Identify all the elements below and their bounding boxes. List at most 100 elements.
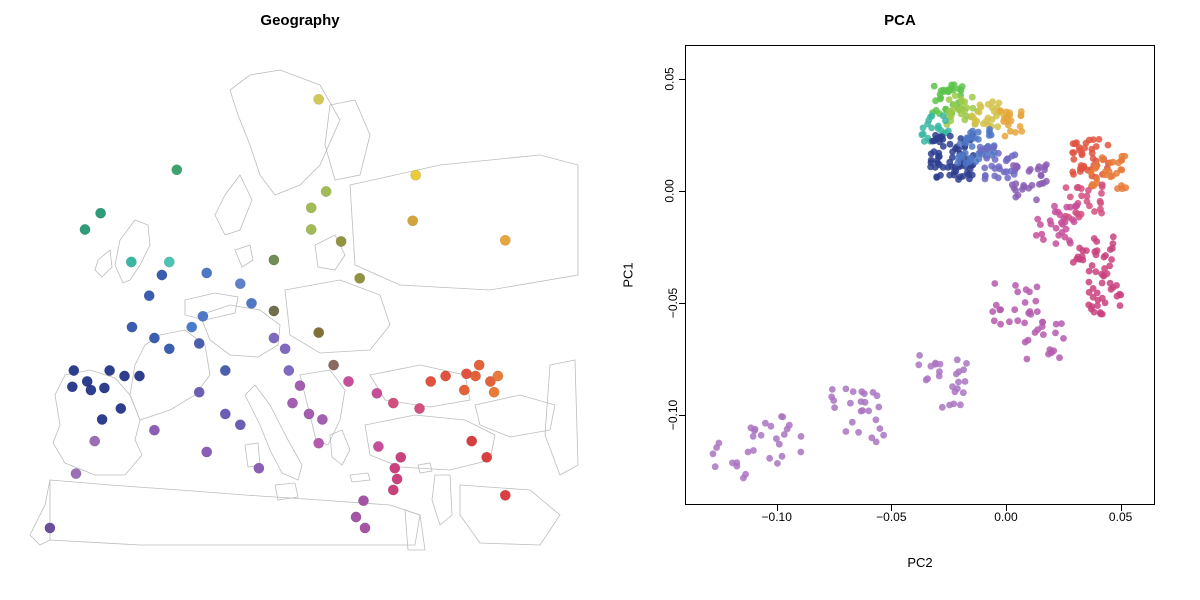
geo-point	[470, 371, 480, 381]
geo-point	[358, 496, 368, 506]
pca-point	[1005, 155, 1012, 162]
pca-point	[1070, 140, 1077, 147]
geo-point	[440, 371, 450, 381]
pca-point	[1012, 129, 1019, 136]
pca-point	[858, 408, 865, 415]
pca-point	[750, 433, 757, 440]
pca-point	[873, 439, 880, 446]
geo-point	[388, 485, 398, 495]
pca-point	[969, 94, 976, 101]
pca-point	[1106, 263, 1113, 270]
pca-point	[1069, 149, 1076, 156]
geo-point	[314, 327, 324, 337]
pca-point	[948, 163, 955, 170]
geo-point	[71, 468, 81, 478]
geo-point	[390, 463, 400, 473]
pca-point	[875, 404, 882, 411]
pca-point	[1070, 259, 1077, 266]
pca-point	[950, 401, 957, 408]
xtick-label: 0.05	[1109, 510, 1132, 524]
pca-point	[1109, 245, 1116, 252]
pca-point	[959, 154, 966, 161]
geo-point	[295, 381, 305, 391]
pca-point	[1086, 137, 1093, 144]
geo-point	[269, 306, 279, 316]
pca-point	[1043, 161, 1050, 168]
geo-point	[164, 344, 174, 354]
pca-point	[992, 156, 999, 163]
geo-point	[149, 333, 159, 343]
pca-point	[915, 361, 922, 368]
geo-point	[351, 512, 361, 522]
pca-point	[1047, 217, 1054, 224]
pca-point	[1015, 192, 1022, 199]
pca-point	[1033, 232, 1040, 239]
pca-point	[946, 172, 953, 179]
geo-point	[99, 383, 109, 393]
pca-title: PCA	[600, 12, 1200, 29]
pca-point	[990, 144, 997, 151]
pca-point	[962, 378, 969, 385]
pca-svg	[685, 45, 1155, 505]
pca-point	[1039, 319, 1046, 326]
pca-point	[957, 401, 964, 408]
geo-point	[164, 257, 174, 267]
geography-points	[45, 94, 511, 533]
pca-point	[966, 158, 973, 165]
pca-point	[1032, 298, 1039, 305]
pca-point	[1076, 147, 1083, 154]
pca-point	[969, 112, 976, 119]
pca-point	[877, 425, 884, 432]
pca-point	[947, 133, 954, 140]
pca-point	[991, 173, 998, 180]
pca-point	[1088, 146, 1095, 153]
pca-point	[996, 307, 1003, 314]
pca-point	[1117, 292, 1124, 299]
pca-point	[1025, 337, 1032, 344]
pca-point	[1090, 285, 1097, 292]
pca-point	[1099, 280, 1106, 287]
pca-point	[921, 138, 928, 145]
geo-point	[360, 523, 370, 533]
pca-point	[963, 360, 970, 367]
geo-point	[202, 268, 212, 278]
pca-point	[850, 388, 857, 395]
pca-point	[1011, 185, 1018, 192]
pca-point	[847, 400, 854, 407]
ytick-label: −0.05	[666, 288, 680, 318]
pca-point	[981, 165, 988, 172]
pca-point	[745, 449, 752, 456]
geo-point	[489, 387, 499, 397]
geo-point	[459, 385, 469, 395]
xtick-label: −0.05	[876, 510, 906, 524]
pca-point	[855, 429, 862, 436]
ytick-label: 0.05	[663, 67, 677, 90]
pca-point	[997, 321, 1004, 328]
pca-point	[951, 102, 958, 109]
pca-point	[1094, 302, 1101, 309]
geo-point	[220, 365, 230, 375]
pca-point	[1099, 183, 1106, 190]
geo-point	[90, 436, 100, 446]
pca-point	[1033, 196, 1040, 203]
geo-point	[306, 224, 316, 234]
xtick-label: −0.10	[762, 510, 792, 524]
pca-point	[1027, 166, 1034, 173]
pca-point	[955, 379, 962, 386]
pca-point	[936, 133, 943, 140]
pca-point	[966, 175, 973, 182]
pca-point	[957, 140, 964, 147]
pca-point	[937, 361, 944, 368]
pca-point	[880, 432, 887, 439]
geo-point	[392, 474, 402, 484]
pca-point	[1098, 190, 1105, 197]
pca-point	[1092, 268, 1099, 275]
geo-point	[116, 403, 126, 413]
pca-point	[937, 94, 944, 101]
pca-point	[1001, 169, 1008, 176]
pca-point	[1038, 172, 1045, 179]
pca-point	[991, 280, 998, 287]
pca-point	[1029, 182, 1036, 189]
pca-point	[716, 440, 723, 447]
pca-point	[1099, 295, 1106, 302]
